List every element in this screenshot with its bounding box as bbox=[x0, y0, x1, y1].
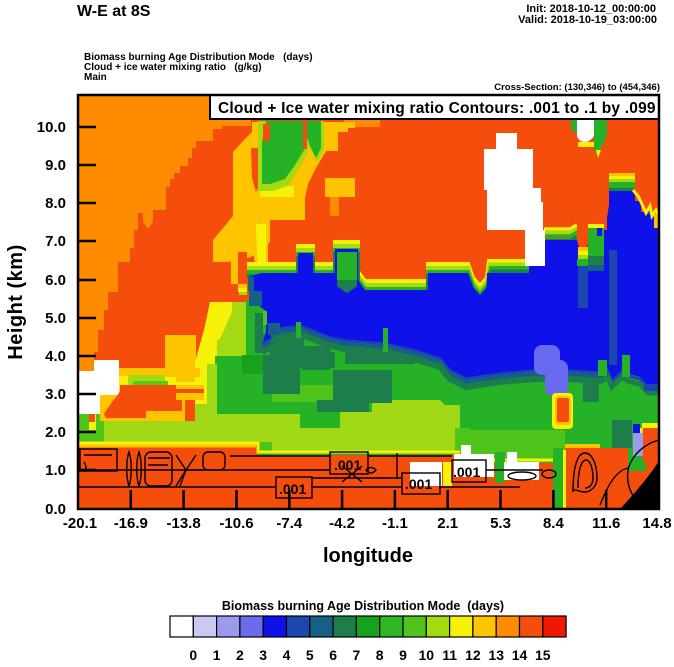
svg-text:11: 11 bbox=[442, 647, 457, 663]
svg-text:10: 10 bbox=[419, 647, 435, 663]
svg-text:13: 13 bbox=[488, 647, 504, 663]
svg-text:.001: .001 bbox=[405, 476, 432, 492]
svg-text:10.0: 10.0 bbox=[37, 119, 66, 136]
svg-text:Biomass burning Age Distributi: Biomass burning Age Distribution Mode (d… bbox=[222, 599, 504, 613]
svg-text:3.0: 3.0 bbox=[45, 386, 66, 403]
svg-text:-13.8: -13.8 bbox=[166, 515, 200, 532]
svg-text:Cloud + ice water mixing ratio: Cloud + ice water mixing ratio (g/kg) bbox=[84, 62, 262, 73]
svg-text:-4.2: -4.2 bbox=[329, 515, 355, 532]
svg-text:3: 3 bbox=[259, 647, 267, 663]
svg-text:5.0: 5.0 bbox=[45, 310, 66, 327]
svg-text:Biomass burning Age Distributi: Biomass burning Age Distribution Mode (d… bbox=[84, 52, 313, 63]
svg-text:14.8: 14.8 bbox=[642, 515, 671, 532]
svg-text:2: 2 bbox=[236, 647, 244, 663]
svg-text:4: 4 bbox=[283, 647, 291, 663]
svg-text:Main: Main bbox=[84, 72, 107, 83]
svg-text:.001: .001 bbox=[453, 464, 480, 480]
svg-text:-10.6: -10.6 bbox=[219, 515, 253, 532]
svg-text:14: 14 bbox=[512, 647, 528, 663]
svg-text:9: 9 bbox=[399, 647, 407, 663]
svg-text:7: 7 bbox=[353, 647, 361, 663]
svg-text:11.6: 11.6 bbox=[592, 515, 620, 532]
svg-text:Valid: 2018-10-19_03:00:00: Valid: 2018-10-19_03:00:00 bbox=[518, 14, 657, 26]
svg-text:9.0: 9.0 bbox=[45, 157, 66, 174]
svg-text:.001: .001 bbox=[334, 457, 361, 473]
svg-text:Height (km): Height (km) bbox=[5, 244, 27, 360]
svg-text:0.0: 0.0 bbox=[45, 501, 66, 518]
svg-text:2.1: 2.1 bbox=[437, 515, 458, 532]
svg-text:6: 6 bbox=[329, 647, 337, 663]
svg-text:5.3: 5.3 bbox=[490, 515, 511, 532]
svg-text:12: 12 bbox=[465, 647, 481, 663]
svg-text:1: 1 bbox=[213, 647, 221, 663]
svg-text:-7.4: -7.4 bbox=[276, 515, 303, 532]
svg-text:Cloud + Ice water mixing ratio: Cloud + Ice water mixing ratio Contours:… bbox=[218, 100, 656, 117]
svg-text:Cross-Section: (130,346) to (4: Cross-Section: (130,346) to (454,346) bbox=[494, 82, 660, 93]
svg-text:1.0: 1.0 bbox=[45, 462, 66, 479]
svg-text:Init: 2018-10-12_00:00:00: Init: 2018-10-12_00:00:00 bbox=[526, 3, 656, 15]
svg-text:6.0: 6.0 bbox=[45, 272, 66, 289]
svg-text:4.0: 4.0 bbox=[45, 348, 66, 365]
svg-text:-16.9: -16.9 bbox=[114, 515, 148, 532]
svg-text:8: 8 bbox=[376, 647, 384, 663]
svg-text:-20.1: -20.1 bbox=[63, 515, 97, 532]
svg-text:W-E at 8S: W-E at 8S bbox=[77, 3, 151, 20]
svg-text:2.0: 2.0 bbox=[45, 424, 66, 441]
svg-text:8.0: 8.0 bbox=[45, 195, 66, 212]
svg-text:0: 0 bbox=[189, 647, 197, 663]
svg-text:5: 5 bbox=[306, 647, 314, 663]
svg-text:8.4: 8.4 bbox=[543, 515, 565, 532]
svg-text:15: 15 bbox=[535, 647, 551, 663]
svg-text:longitude: longitude bbox=[323, 545, 413, 567]
svg-text:.001: .001 bbox=[279, 481, 306, 497]
svg-text:-1.1: -1.1 bbox=[382, 515, 408, 532]
svg-text:7.0: 7.0 bbox=[45, 233, 66, 250]
